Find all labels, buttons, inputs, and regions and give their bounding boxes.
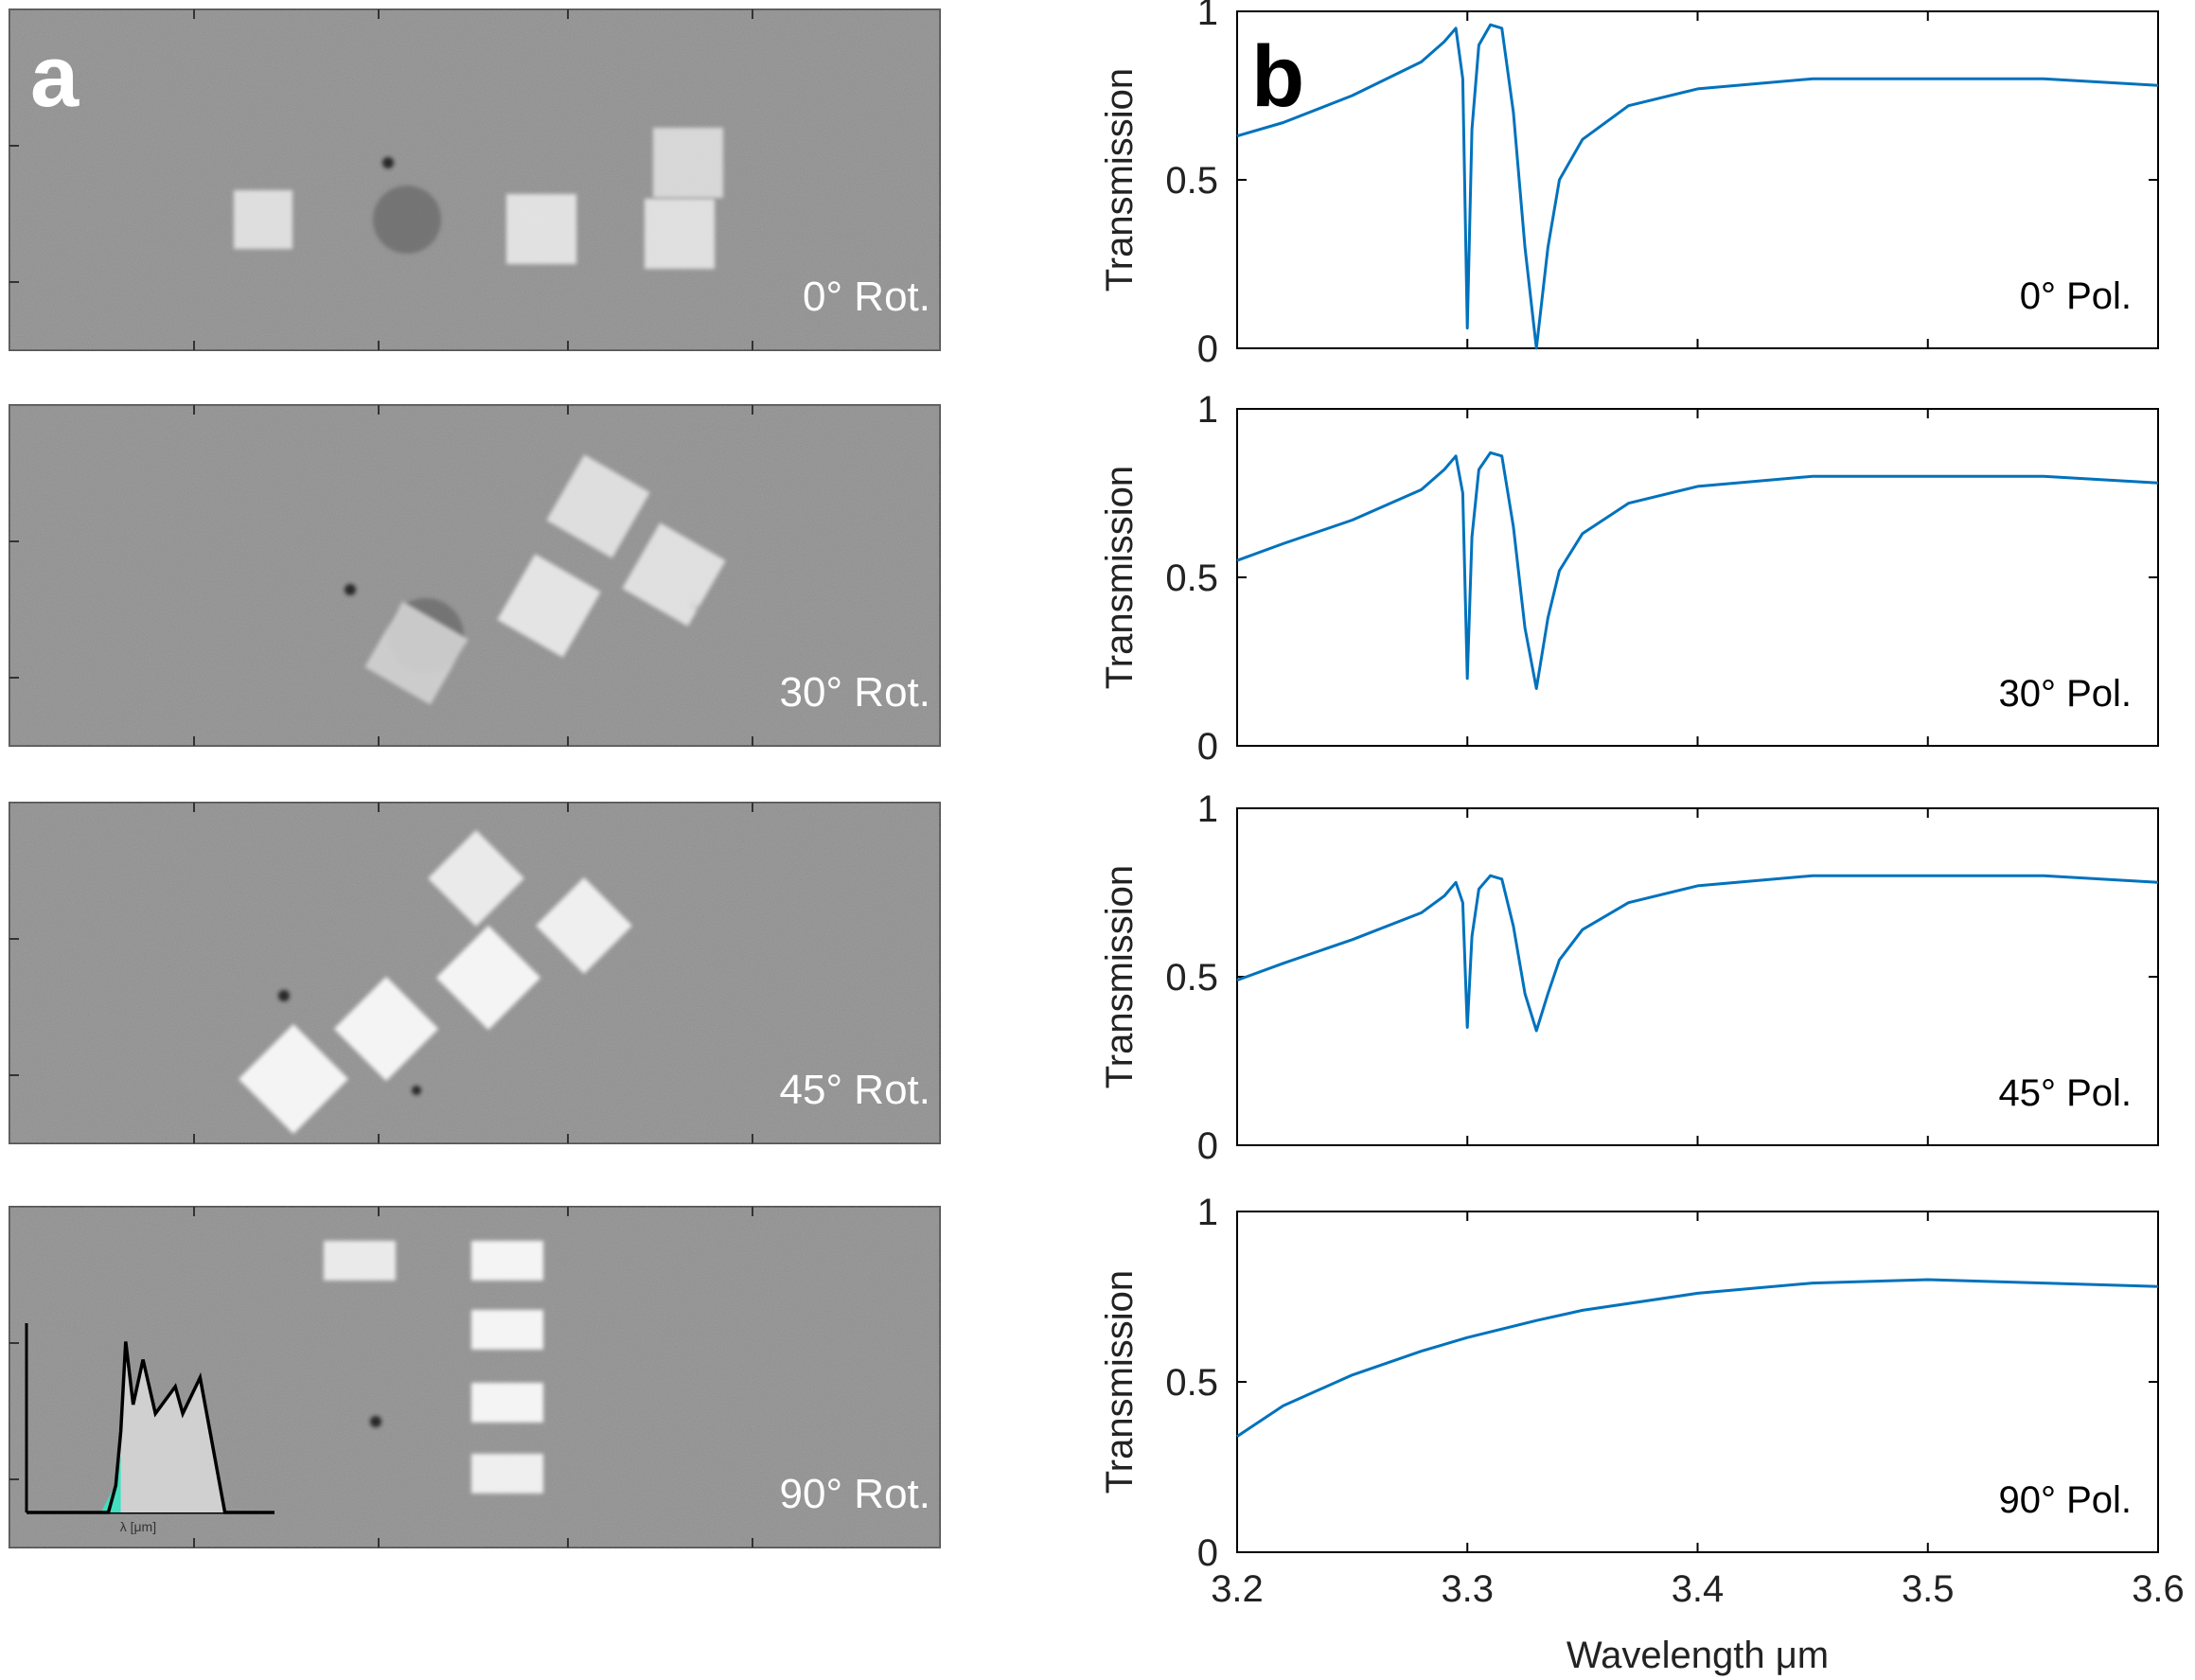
- x-tick-label: 3.6: [2132, 1568, 2185, 1610]
- y-tick-label: 0: [1197, 328, 1218, 370]
- micrograph-noise: [9, 9, 940, 350]
- micrograph-patch: [653, 128, 723, 198]
- micrograph-defect: [412, 1086, 421, 1095]
- micrograph-label: 0° Rot.: [803, 274, 930, 320]
- micrograph-patch: [471, 1383, 543, 1423]
- inset-highlight: [100, 1456, 121, 1512]
- y-axis-label: Transmission: [1099, 466, 1141, 689]
- micrograph-patch: [435, 925, 541, 1031]
- polarization-label: 90° Pol.: [1998, 1479, 2132, 1521]
- y-tick-label: 0.5: [1165, 957, 1218, 999]
- y-tick-label: 0.5: [1165, 557, 1218, 599]
- plot-2: 0 0.5 1 Transmission 45° Pol.: [1099, 788, 2159, 1167]
- x-tick-label: 3.4: [1672, 1568, 1725, 1610]
- micrograph-0: 0° Rot.: [9, 9, 941, 351]
- x-tick-label: 3.2: [1211, 1568, 1264, 1610]
- plot-0: 0 0.5 1 Transmission 0° Pol.: [1099, 0, 2159, 370]
- micrograph-45: 45° Rot.: [9, 802, 941, 1144]
- y-tick-label: 0.5: [1165, 1362, 1218, 1404]
- micrograph-patch: [333, 976, 439, 1082]
- y-tick-label: 0: [1197, 1532, 1218, 1574]
- micrograph-patch: [471, 1454, 543, 1494]
- transmission-line: [1236, 1278, 2159, 1438]
- y-axis-label: Transmission: [1099, 68, 1141, 292]
- micrograph-patch: [364, 601, 469, 705]
- y-tick-label: 1: [1197, 0, 1218, 33]
- panel-label-a: a: [30, 28, 80, 125]
- micrograph-patch: [239, 1024, 348, 1134]
- micrograph-defect: [345, 584, 356, 595]
- micrograph-patch: [471, 1310, 543, 1350]
- y-tick-label: 1: [1197, 788, 1218, 830]
- x-axis-label: Wavelength μm: [1567, 1635, 1829, 1676]
- micrograph-label: 90° Rot.: [780, 1471, 930, 1517]
- y-tick-label: 0: [1197, 726, 1218, 768]
- panel-a-micrographs: 0° Rot. 30° Rot. 45° Rot. 90° Rot. λ [μm]: [9, 9, 941, 1548]
- micrograph-patch: [506, 194, 576, 264]
- y-tick-label: 0.5: [1165, 160, 1218, 202]
- micrograph-noise: [9, 405, 940, 746]
- micrograph-patch: [622, 522, 726, 627]
- polarization-label: 0° Pol.: [2020, 275, 2132, 317]
- micrograph-defect: [370, 1416, 381, 1427]
- micrograph-patch: [546, 454, 650, 558]
- panel-label-b: b: [1251, 28, 1304, 125]
- micrograph-patch: [324, 1241, 396, 1281]
- micrograph-patch: [645, 199, 715, 269]
- x-tick-label: 3.5: [1902, 1568, 1955, 1610]
- y-axis-label: Transmission: [1099, 865, 1141, 1088]
- micrograph-30: 30° Rot.: [9, 404, 941, 747]
- transmission-line: [1236, 874, 2159, 1033]
- micrograph-defect: [382, 157, 394, 168]
- transmission-line: [1236, 451, 2159, 690]
- micrograph-label: 45° Rot.: [780, 1067, 930, 1113]
- micrograph-patch: [471, 1241, 543, 1281]
- micrograph-label: 30° Rot.: [780, 669, 930, 716]
- micrograph-patch: [234, 190, 292, 249]
- panel-b-transmission-plots: 0 0.5 1 Transmission 0° Pol. 0 0.5 1 Transmissio…: [1099, 0, 2185, 1676]
- x-tick-label: 3.3: [1441, 1568, 1494, 1610]
- micrograph-patch: [497, 554, 601, 658]
- plot-frame: [1236, 1211, 2159, 1553]
- inset-xlabel: λ [μm]: [120, 1519, 156, 1534]
- inset-spectrum-line: [27, 1341, 274, 1514]
- y-tick-label: 1: [1197, 1192, 1218, 1233]
- polarization-label: 45° Pol.: [1998, 1072, 2132, 1114]
- y-axis-label: Transmission: [1099, 1270, 1141, 1494]
- polarization-label: 30° Pol.: [1998, 673, 2132, 715]
- plot-frame: [1236, 10, 2159, 349]
- plot-3: 3.2 3.3 3.4 3.5 3.6 0 0.5 1 Transmission 90° Pol.…: [1099, 1192, 2185, 1676]
- plot-1: 0 0.5 1 Transmission 30° Pol.: [1099, 389, 2159, 768]
- inset-spectrum-fill: [27, 1341, 274, 1512]
- y-tick-label: 1: [1197, 389, 1218, 431]
- inset-spectrum: λ [μm]: [25, 1323, 274, 1534]
- micrograph-defect: [278, 990, 290, 1001]
- y-tick-label: 0: [1197, 1125, 1218, 1167]
- micrograph-defect: [373, 186, 441, 254]
- transmission-line: [1236, 23, 2159, 350]
